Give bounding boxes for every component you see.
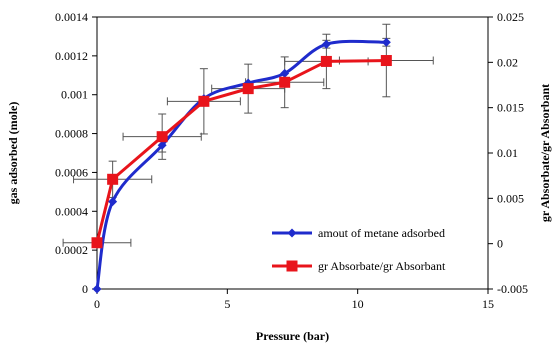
data-point-square xyxy=(279,76,291,88)
y-tick-label: 0.0006 xyxy=(55,165,88,179)
y2-tick-label: 0.015 xyxy=(497,101,524,115)
y2-tick-label: 0.02 xyxy=(497,55,518,69)
x-tick-label: 0 xyxy=(94,297,100,311)
y-tick-label: 0.001 xyxy=(61,88,88,102)
data-point-diamond xyxy=(321,39,331,49)
series-line-0 xyxy=(95,39,387,290)
data-point-diamond xyxy=(108,197,118,207)
series-markers xyxy=(91,37,392,294)
x-axis-title: Pressure (bar) xyxy=(256,329,329,343)
y-tick-label: 0 xyxy=(82,282,88,296)
y-axis-title: gas adsorbed (mole) xyxy=(6,102,20,205)
legend-label-methane: amout of metane adsorbed xyxy=(318,226,445,240)
y-tick-label: 0.0004 xyxy=(55,204,88,218)
data-point-square xyxy=(320,55,332,67)
y2-tick-label: 0.025 xyxy=(497,10,524,24)
y-tick-label: 0.0014 xyxy=(55,10,88,24)
legend-marker-ratio xyxy=(286,260,298,272)
error-bars xyxy=(62,23,434,247)
data-point-square xyxy=(156,131,168,143)
y2-tick-label: -0.005 xyxy=(497,282,528,296)
y2-tick-label: 0 xyxy=(497,237,503,251)
y2-tick-label: 0.01 xyxy=(497,146,518,160)
y2-tick-label: 0.005 xyxy=(497,191,524,205)
data-point-square xyxy=(198,95,210,107)
legend-marker-methane xyxy=(287,228,297,238)
data-point-diamond xyxy=(280,68,290,78)
series-line-1 xyxy=(95,59,387,244)
y-tick-label: 0.0012 xyxy=(55,49,88,63)
data-point-square xyxy=(380,55,392,67)
x-tick-label: 5 xyxy=(224,297,230,311)
series-lines xyxy=(95,39,387,290)
data-point-square xyxy=(91,237,103,249)
ticks: 0 5 10 15 0 0.0002 0.0004 0.0006 0.0008 0.001 0.00… xyxy=(55,10,528,311)
data-point-diamond xyxy=(157,140,167,150)
legend: amout of metane adsorbed gr Absorbate/gr… xyxy=(272,226,446,273)
x-tick-label: 10 xyxy=(352,297,364,311)
data-point-diamond xyxy=(381,37,391,47)
y-tick-label: 0.0002 xyxy=(55,243,88,257)
data-point-square xyxy=(242,83,254,95)
y-tick-label: 0.0008 xyxy=(55,127,88,141)
y2-axis-title: gr Absorbate/gr Absorbant xyxy=(538,84,552,222)
x-tick-label: 15 xyxy=(482,297,494,311)
data-point-square xyxy=(107,173,119,185)
data-point-diamond xyxy=(92,284,102,294)
legend-label-ratio: gr Absorbate/gr Absorbant xyxy=(318,259,446,273)
